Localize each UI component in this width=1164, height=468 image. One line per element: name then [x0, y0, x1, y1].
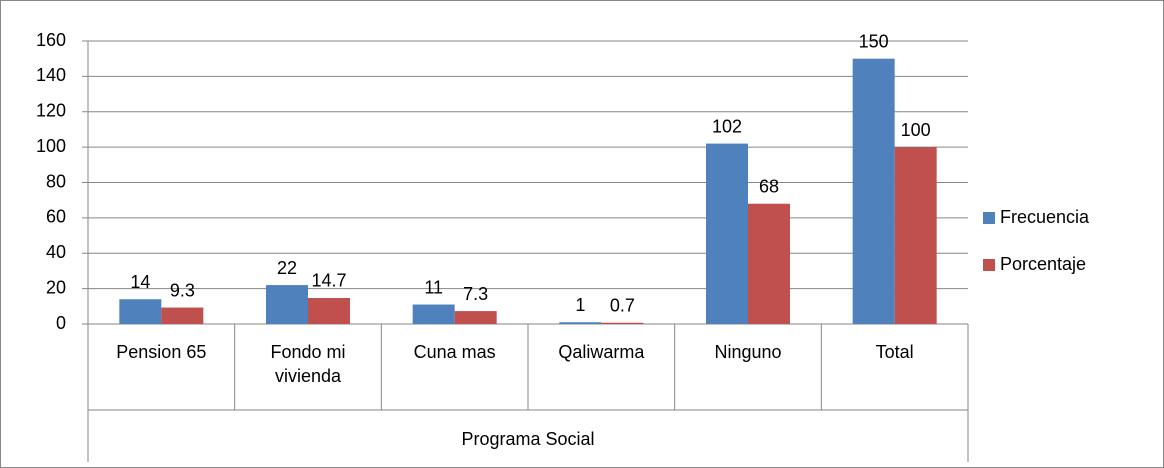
- x-axis-title: Programa Social: [461, 429, 594, 449]
- data-label: 1: [575, 295, 585, 315]
- data-label: 0.7: [610, 296, 635, 316]
- bar: [308, 297, 350, 324]
- y-tick-label: 40: [46, 242, 66, 262]
- data-label: 9.3: [170, 280, 195, 300]
- data-label: 150: [859, 31, 889, 51]
- data-label: 11: [424, 277, 443, 297]
- bar: [894, 147, 937, 324]
- bar: [601, 322, 644, 324]
- x-tick-label-box: Ninguno: [714, 342, 782, 362]
- bar: [706, 143, 748, 324]
- y-tick-label: 20: [46, 277, 66, 297]
- x-tick-label: Pension 65: [116, 342, 207, 362]
- x-tick-label-box: Fondo mi vivienda: [270, 342, 346, 386]
- data-label: 14.7: [311, 271, 346, 291]
- legend-swatch: [983, 212, 995, 224]
- data-label: 22: [277, 258, 297, 278]
- bar: [161, 307, 204, 324]
- y-tick-label: 160: [36, 30, 66, 50]
- bar: [559, 322, 602, 324]
- data-label: 14: [130, 272, 150, 292]
- bar: [454, 311, 497, 324]
- bar: [748, 203, 790, 324]
- bar: [119, 299, 162, 324]
- y-tick-label: 0: [56, 313, 66, 333]
- y-tick-label: 100: [36, 136, 66, 156]
- legend-swatch: [983, 259, 995, 271]
- x-tick-label: Fondo mi vivienda: [270, 342, 346, 386]
- data-label: 7.3: [463, 284, 488, 304]
- y-tick-label: 120: [36, 101, 66, 121]
- x-tick-label-box: Qaliwarma: [558, 342, 645, 362]
- y-tick-label: 60: [46, 207, 66, 227]
- y-tick-label: 140: [36, 65, 66, 85]
- data-label: 68: [759, 176, 779, 196]
- x-tick-label: Total: [875, 342, 914, 362]
- bar: [852, 58, 895, 324]
- x-tick-label: Cuna mas: [413, 342, 496, 362]
- x-tick-label-box: Total: [875, 342, 914, 362]
- x-tick-label: Ninguno: [714, 342, 782, 362]
- legend-label: Frecuencia: [1000, 207, 1090, 227]
- x-tick-label-box: Cuna mas: [413, 342, 496, 362]
- data-label: 102: [712, 116, 742, 136]
- bar: [266, 285, 308, 324]
- x-tick-label-box: Pension 65: [116, 342, 207, 362]
- data-label: 100: [901, 120, 931, 140]
- y-tick-label: 80: [46, 171, 66, 191]
- bar: [412, 304, 455, 324]
- x-tick-label: Qaliwarma: [558, 342, 645, 362]
- legend-label: Porcentaje: [1000, 254, 1086, 274]
